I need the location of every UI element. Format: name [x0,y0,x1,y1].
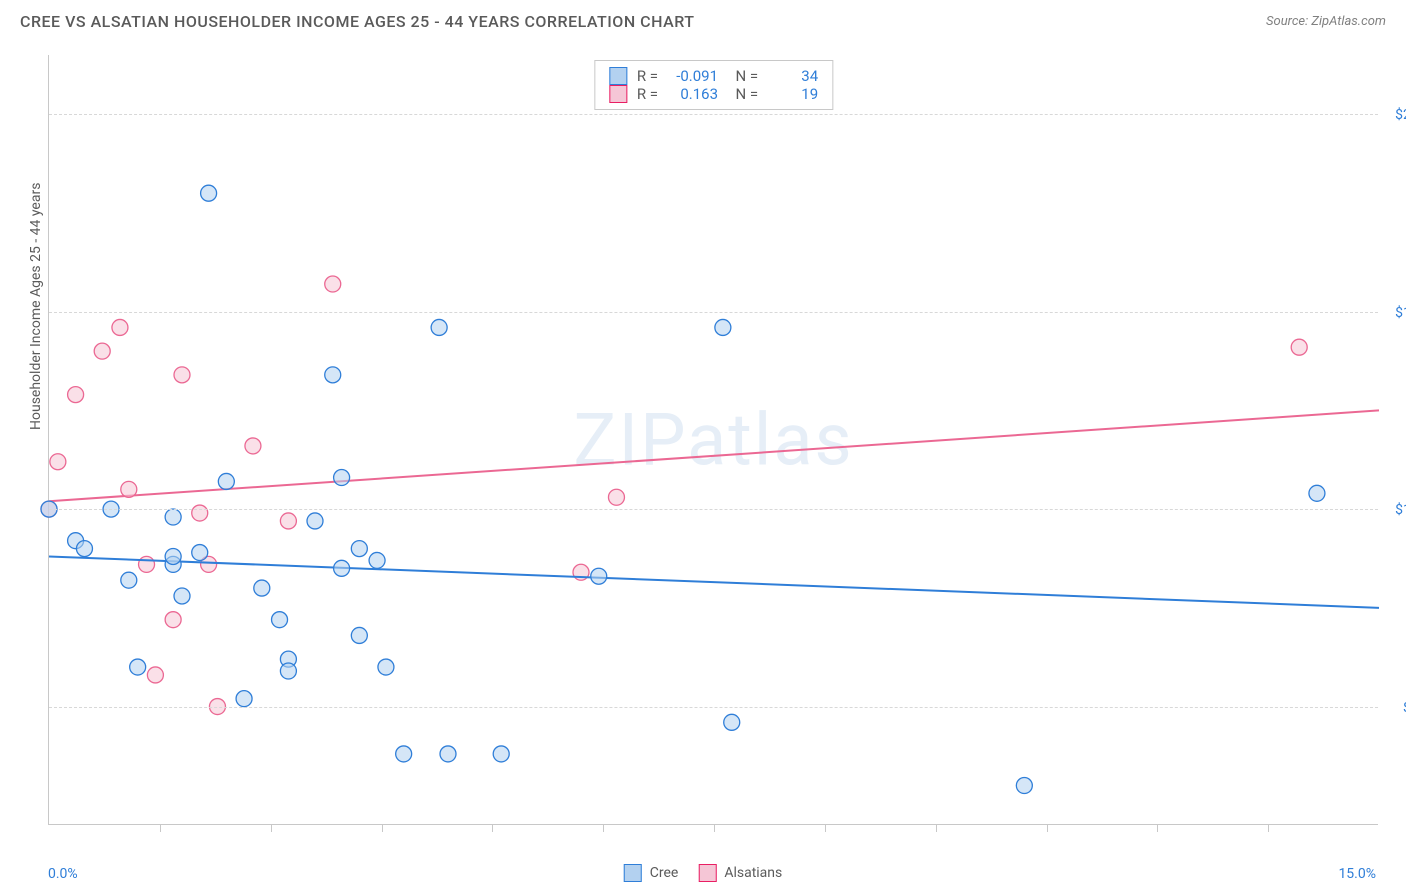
swatch-cree-icon [624,864,642,882]
data-point [608,489,624,505]
chart-title: CREE VS ALSATIAN HOUSEHOLDER INCOME AGES… [20,12,694,31]
data-point [201,185,217,201]
x-tick [825,824,826,832]
correlation-row-cree: R = -0.091 N = 34 [609,67,818,85]
x-tick [1157,824,1158,832]
data-point [272,612,288,628]
n-label: N = [728,67,758,85]
r-value-cree: -0.091 [668,67,718,85]
r-value-alsatians: 0.163 [668,85,718,103]
data-point [440,746,456,762]
data-point [378,659,394,675]
data-point [396,746,412,762]
x-tick [603,824,604,832]
x-tick [492,824,493,832]
data-point [431,319,447,335]
data-point [76,541,92,557]
data-point [591,568,607,584]
x-tick [714,824,715,832]
data-point [192,505,208,521]
data-point [715,319,731,335]
data-point [165,548,181,564]
series-legend: Cree Alsatians [624,864,783,882]
y-tick-label: $200,000 [1395,107,1406,123]
data-point [165,612,181,628]
data-point [192,545,208,561]
data-point [174,367,190,383]
data-point [68,387,84,403]
legend-label-alsatians: Alsatians [724,865,782,881]
y-tick-label: $100,000 [1395,502,1406,518]
data-point [121,481,137,497]
data-point [130,659,146,675]
chart-area: ZIPatlas R = -0.091 N = 34 R = 0.163 N =… [48,55,1378,825]
data-point [94,343,110,359]
y-axis-label: Householder Income Ages 25 - 44 years [28,183,44,430]
swatch-alsatians-icon [698,864,716,882]
data-point [254,580,270,596]
data-point [1309,485,1325,501]
data-point [147,667,163,683]
gridline-h: $150,000 [49,312,1378,313]
correlation-legend-box: R = -0.091 N = 34 R = 0.163 N = 19 [594,60,833,110]
data-point [165,509,181,525]
x-axis-max-label: 15.0% [1338,866,1376,882]
data-point [174,588,190,604]
data-point [121,572,137,588]
data-point [1016,778,1032,794]
x-tick [936,824,937,832]
data-point [139,556,155,572]
trend-line [49,556,1379,607]
scatter-plot-svg [49,55,1378,824]
trend-line [49,410,1379,501]
swatch-alsatians-icon [609,85,627,103]
gridline-h: $200,000 [49,114,1378,115]
x-tick [1268,824,1269,832]
data-point [724,714,740,730]
swatch-cree-icon [609,67,627,85]
data-point [334,470,350,486]
x-tick [160,824,161,832]
data-point [307,513,323,529]
r-label: R = [637,85,658,103]
x-tick [271,824,272,832]
gridline-h: $50,000 [49,707,1378,708]
correlation-row-alsatians: R = 0.163 N = 19 [609,85,818,103]
n-value-alsatians: 19 [768,85,818,103]
data-point [351,541,367,557]
data-point [334,560,350,576]
data-point [369,552,385,568]
data-point [218,473,234,489]
data-point [236,691,252,707]
r-label: R = [637,67,658,85]
data-point [325,276,341,292]
data-point [351,627,367,643]
data-point [245,438,261,454]
data-point [1291,339,1307,355]
legend-label-cree: Cree [650,865,679,881]
data-point [493,746,509,762]
y-tick-label: $150,000 [1395,305,1406,321]
legend-item-cree: Cree [624,864,679,882]
x-tick [382,824,383,832]
x-axis-min-label: 0.0% [48,866,78,882]
data-point [280,513,296,529]
data-point [50,454,66,470]
x-tick [1047,824,1048,832]
data-point [112,319,128,335]
legend-item-alsatians: Alsatians [698,864,782,882]
gridline-h: $100,000 [49,509,1378,510]
data-point [325,367,341,383]
source-attribution: Source: ZipAtlas.com [1266,14,1386,29]
n-value-cree: 34 [768,67,818,85]
data-point [280,663,296,679]
n-label: N = [728,85,758,103]
